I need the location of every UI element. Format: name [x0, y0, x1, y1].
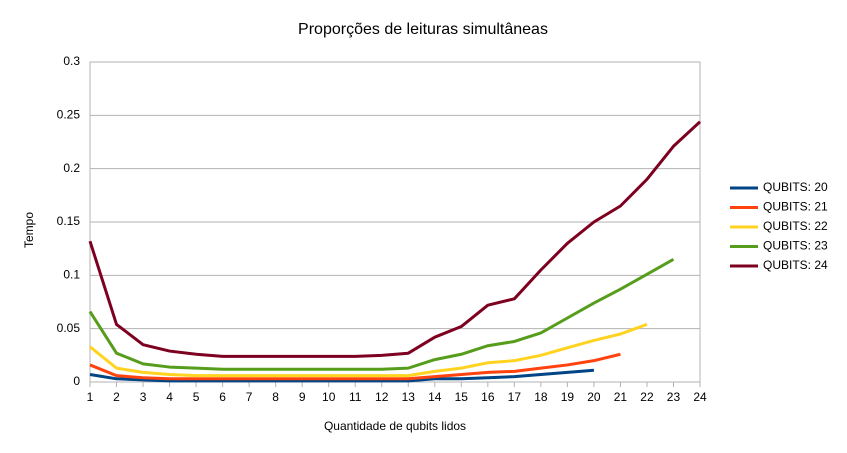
x-tick-label: 12: [375, 390, 389, 404]
y-tick-label: 0: [73, 374, 80, 388]
y-tick-label: 0.3: [63, 54, 80, 68]
legend-label: QUBITS: 20: [763, 180, 828, 194]
x-tick-label: 1: [87, 390, 94, 404]
x-tick-label: 2: [113, 390, 120, 404]
x-tick-label: 16: [481, 390, 495, 404]
y-tick-label: 0.25: [57, 108, 81, 122]
series-line: [89, 322, 648, 378]
x-tick-label: 22: [640, 390, 654, 404]
x-tick-label: 9: [299, 390, 306, 404]
x-tick-label: 20: [587, 390, 601, 404]
y-tick-label: 0.2: [63, 161, 80, 175]
legend-label: QUBITS: 21: [763, 200, 828, 214]
series-line: [89, 368, 595, 383]
x-axis-label: Quantidade de qubits lidos: [324, 419, 466, 433]
x-tick-label: 19: [561, 390, 575, 404]
series-line: [88, 120, 702, 358]
x-tick-label: 17: [508, 390, 522, 404]
x-tick-label: 23: [667, 390, 681, 404]
x-tick-label: 14: [428, 390, 442, 404]
legend-label: QUBITS: 24: [763, 258, 828, 272]
y-tick-label: 0.15: [57, 214, 81, 228]
legend-label: QUBITS: 22: [763, 219, 828, 233]
y-axis-label: Tempo: [22, 212, 36, 248]
x-tick-label: 6: [219, 390, 226, 404]
x-tick-label: 4: [166, 390, 173, 404]
x-tick-label: 13: [402, 390, 416, 404]
x-tick-label: 3: [140, 390, 147, 404]
series-line: [88, 258, 675, 371]
x-tick-label: 11: [349, 390, 362, 404]
x-tick-label: 21: [614, 390, 628, 404]
x-tick-label: 18: [534, 390, 548, 404]
x-tick-label: 8: [272, 390, 279, 404]
y-tick-label: 0.1: [63, 268, 80, 282]
x-tick-label: 5: [193, 390, 200, 404]
legend-label: QUBITS: 23: [763, 239, 828, 253]
series-line: [89, 352, 621, 381]
x-tick-label: 15: [455, 390, 469, 404]
x-tick-label: 10: [322, 390, 336, 404]
chart-title: Proporções de leituras simultâneas: [298, 21, 548, 38]
x-tick-label: 24: [693, 390, 707, 404]
x-tick-label: 7: [246, 390, 253, 404]
y-tick-label: 0.05: [57, 321, 81, 335]
